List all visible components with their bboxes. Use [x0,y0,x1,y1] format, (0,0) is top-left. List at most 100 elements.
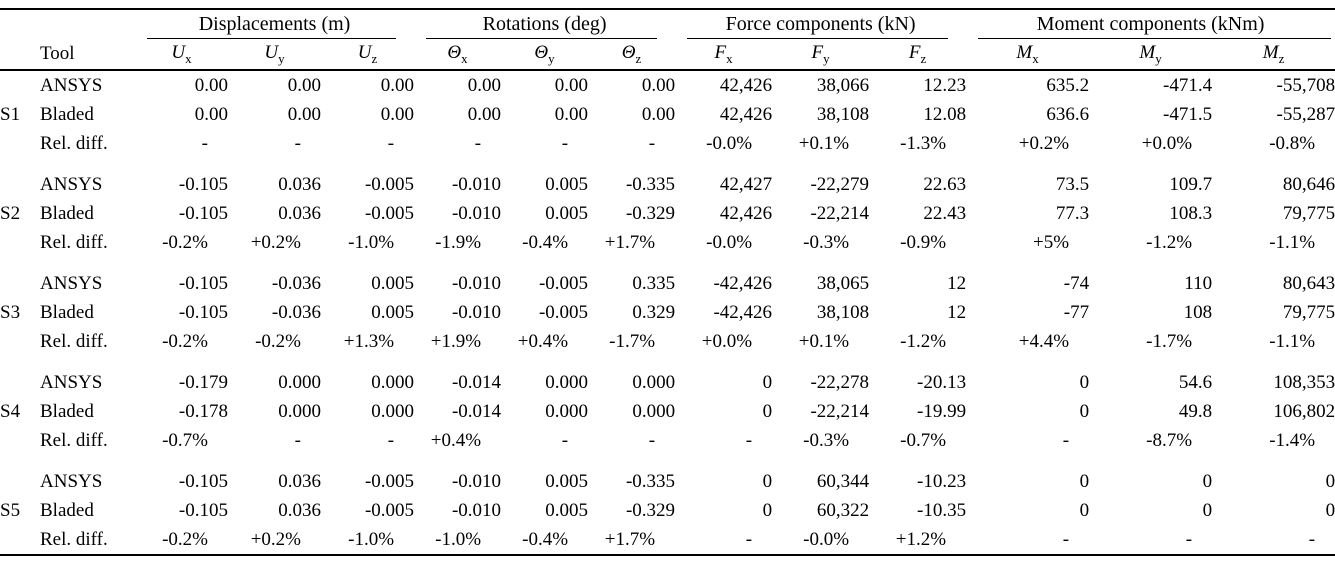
value-cell-s4-Uz: - [387,429,395,451]
value-cell-s3-Fy: 38,065 [816,272,870,294]
value-cell-s5-My: - [1185,528,1193,550]
value-cell-s1-Mz: -55,708 [1276,74,1335,96]
value-cell-s2-Thetaz: -0.335 [625,173,676,195]
value-cell-s5-Fy: -0.0% [803,528,850,550]
column-symbol-row: Tool Ux Uy Uz Θx Θy Θz Fx Fy Fz Mx My Mz [0,39,1335,71]
value-cell-s2-Uy: 0.036 [278,173,321,195]
tool-cell: Bladed [40,400,94,422]
value-cell-s1-Uy: - [294,132,301,154]
value-cell-s3-Uy: -0.036 [271,301,321,323]
value-cell-s2-Fy: -0.3% [803,231,850,253]
value-cell-s3-Thetaz: 0.335 [632,272,676,294]
value-cell-s3-Thetay: -0.005 [538,272,589,294]
value-cell-s4-Thetay: 0.000 [545,400,589,422]
value-cell-s4-Ux: -0.7% [162,429,208,451]
value-cell-s5-Thetaz: -0.329 [625,499,676,521]
tool-column-header: Tool [40,39,135,71]
value-cell-s3-Thetaz: 0.329 [632,301,676,323]
table-row-s3-ansys: S3 ANSYS -0.105 -0.036 0.005 -0.010 -0.005 0.33… [0,257,1335,323]
value-cell-s1-Fx: 42,426 [719,103,773,125]
group-header-force-components: Force components (kN) [675,9,966,39]
value-cell-s4-Mx: 0 [1079,371,1090,393]
value-cell-s1-Thetay: 0.00 [554,74,589,96]
value-cell-s4-Ux: -0.179 [178,371,228,393]
value-cell-s5-Thetay: 0.005 [545,499,589,521]
value-cell-s4-Uy: 0.000 [278,371,321,393]
value-cell-s2-Thetaz: +1.7% [604,231,656,253]
value-cell-s3-Thetax: -0.010 [451,301,502,323]
value-cell-s2-Uy: +0.2% [250,231,301,253]
value-cell-s1-Thetaz: 0.00 [641,103,676,125]
table-row-s2-bladed: Bladed -0.105 0.036 -0.005 -0.010 0.005 -0.329… [0,199,1335,228]
value-cell-s2-Thetaz: -0.329 [625,202,676,224]
value-cell-s4-Fy: -0.3% [803,429,850,451]
value-cell-s2-Thetax: -0.010 [451,173,502,195]
value-cell-s2-Mz: 79,775 [1282,202,1335,224]
value-cell-s4-Mz: 108,353 [1273,371,1335,393]
value-cell-s3-Fz: 12 [947,272,967,294]
table-row-s2-rel-diff: Rel. diff. -0.2% +0.2% -1.0% -1.9% -0.4% +1.7%… [0,228,1335,257]
value-cell-s5-Thetaz: +1.7% [604,528,656,550]
value-cell-s4-Thetaz: 0.000 [632,371,676,393]
tool-cell: ANSYS [40,173,103,195]
column-header-Fx: Fx [675,39,773,71]
value-cell-s1-Mx: 636.6 [1046,103,1090,125]
table-row-s4-ansys: S4 ANSYS -0.179 0.000 0.000 -0.014 0.000 0.000 0… [0,356,1335,422]
value-cell-s1-Thetax: 0.00 [467,74,502,96]
value-cell-s5-Uz: -1.0% [348,528,395,550]
group-header-rotations: Rotations (deg) [414,9,675,39]
section-label-s3: S3 [0,301,21,323]
value-cell-s2-Fz: 22.63 [923,173,967,195]
column-header-Thetay: Θy [501,39,589,71]
value-cell-s1-Thetaz: - [648,132,656,154]
table-row-s3-rel-diff: Rel. diff. -0.2% -0.2% +1.3% +1.9% +0.4% -1.7%… [0,327,1335,356]
value-cell-s4-Fx: 0 [762,371,773,393]
tool-cell: Rel. diff. [40,132,108,154]
value-cell-s2-Fx: -0.0% [706,231,753,253]
value-cell-s2-Thetax: -1.9% [435,231,482,253]
table-row-s1-bladed: Bladed 0.00 0.00 0.00 0.00 0.00 0.00 42,426 38,1… [0,100,1335,129]
table-row-s5-ansys: S5 ANSYS -0.105 0.036 -0.005 -0.010 0.005 -0.33… [0,455,1335,521]
value-cell-s4-Thetax: +0.4% [430,429,482,451]
value-cell-s4-Fz: -20.13 [917,371,967,393]
value-cell-s2-Mz: -1.1% [1269,231,1316,253]
value-cell-s5-Thetax: -0.010 [451,499,502,521]
value-cell-s4-Uy: 0.000 [278,400,321,422]
value-cell-s5-Ux: -0.105 [178,470,228,492]
value-cell-s1-Uy: 0.00 [287,103,321,125]
value-cell-s4-Ux: -0.178 [178,400,228,422]
value-cell-s1-Thetax: 0.00 [467,103,502,125]
value-cell-s3-Mx: -74 [1063,272,1090,294]
value-cell-s1-Uy: 0.00 [287,74,321,96]
value-cell-s4-Mz: 106,802 [1273,400,1335,422]
value-cell-s3-Fx: -42,426 [713,272,773,294]
value-cell-s3-Uz: 0.005 [371,301,415,323]
value-cell-s3-Mz: -1.1% [1269,330,1316,352]
value-cell-s5-Uz: -0.005 [364,499,415,521]
value-cell-s1-Thetaz: 0.00 [641,74,676,96]
value-cell-s2-Mx: 73.5 [1055,173,1090,195]
value-cell-s5-Ux: -0.2% [162,528,208,550]
column-header-Mx: Mx [966,39,1090,71]
value-cell-s3-Uz: +1.3% [343,330,395,352]
value-cell-s3-Thetaz: -1.7% [609,330,656,352]
section-label-s1: S1 [0,103,21,125]
value-cell-s1-Mz: -55,287 [1276,103,1335,125]
value-cell-s1-My: +0.0% [1141,132,1193,154]
value-cell-s2-Mx: 77.3 [1055,202,1090,224]
value-cell-s2-Uz: -0.005 [364,202,415,224]
value-cell-s2-Mz: 80,646 [1282,173,1335,195]
value-cell-s5-Mz: - [1308,528,1316,550]
value-cell-s5-Uy: +0.2% [250,528,301,550]
value-cell-s1-My: -471.5 [1163,103,1213,125]
value-cell-s3-Ux: -0.105 [178,301,228,323]
value-cell-s2-Fx: 42,427 [719,173,773,195]
column-header-Uz: Uz [321,39,415,71]
value-cell-s5-Thetay: 0.005 [545,470,589,492]
value-cell-s5-Mx: 0 [1079,499,1090,521]
value-cell-s4-Fy: -22,278 [810,371,870,393]
value-cell-s5-Fz: +1.2% [895,528,947,550]
value-cell-s5-Fx: 0 [762,499,773,521]
value-cell-s3-Thetax: +1.9% [430,330,482,352]
value-cell-s4-My: 49.8 [1178,400,1213,422]
